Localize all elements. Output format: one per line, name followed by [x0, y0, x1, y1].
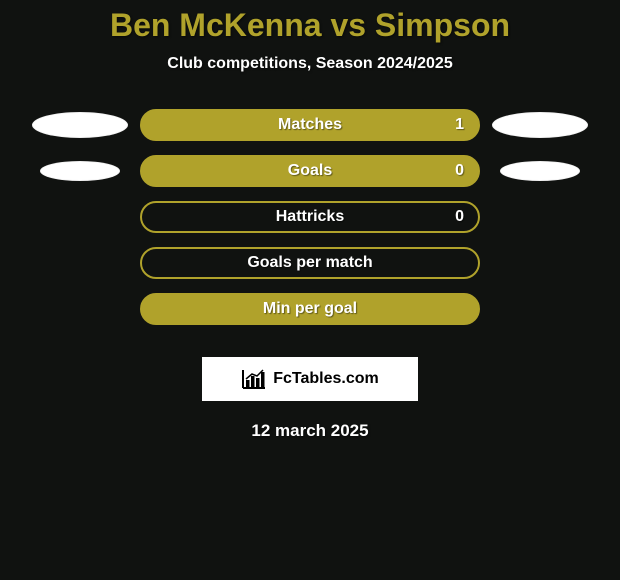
brand-box: FcTables.com — [202, 357, 418, 401]
stat-row: Hattricks 0 — [0, 201, 620, 233]
stat-bar: Min per goal — [140, 293, 480, 325]
stat-label: Goals — [288, 162, 332, 180]
stat-value: 1 — [455, 116, 464, 134]
stat-label: Min per goal — [263, 300, 357, 318]
stat-row: Goals per match — [0, 247, 620, 279]
stat-row: Min per goal — [0, 293, 620, 325]
stat-row: Matches 1 — [0, 109, 620, 141]
date-text: 12 march 2025 — [0, 421, 620, 441]
stat-label: Matches — [278, 116, 342, 134]
subtitle: Club competitions, Season 2024/2025 — [0, 55, 620, 73]
stat-bar: Matches 1 — [140, 109, 480, 141]
stat-bar: Hattricks 0 — [140, 201, 480, 233]
stat-value: 0 — [455, 162, 464, 180]
brand-text: FcTables.com — [273, 370, 379, 388]
stat-row: Goals 0 — [0, 155, 620, 187]
stat-rows: Matches 1 Goals 0 Hattricks 0 Goals per match M… — [0, 109, 620, 339]
stat-label: Goals per match — [247, 254, 372, 272]
stat-bar: Goals 0 — [140, 155, 480, 187]
right-ellipse — [480, 161, 600, 181]
page-root: Ben McKenna vs Simpson Club competitions… — [0, 0, 620, 580]
stat-value: 0 — [455, 208, 464, 226]
stat-bar: Goals per match — [140, 247, 480, 279]
left-ellipse — [20, 112, 140, 138]
right-ellipse — [480, 112, 600, 138]
left-ellipse — [20, 161, 140, 181]
page-title: Ben McKenna vs Simpson — [0, 0, 620, 43]
bar-chart-icon — [241, 368, 267, 390]
stat-label: Hattricks — [276, 208, 344, 226]
